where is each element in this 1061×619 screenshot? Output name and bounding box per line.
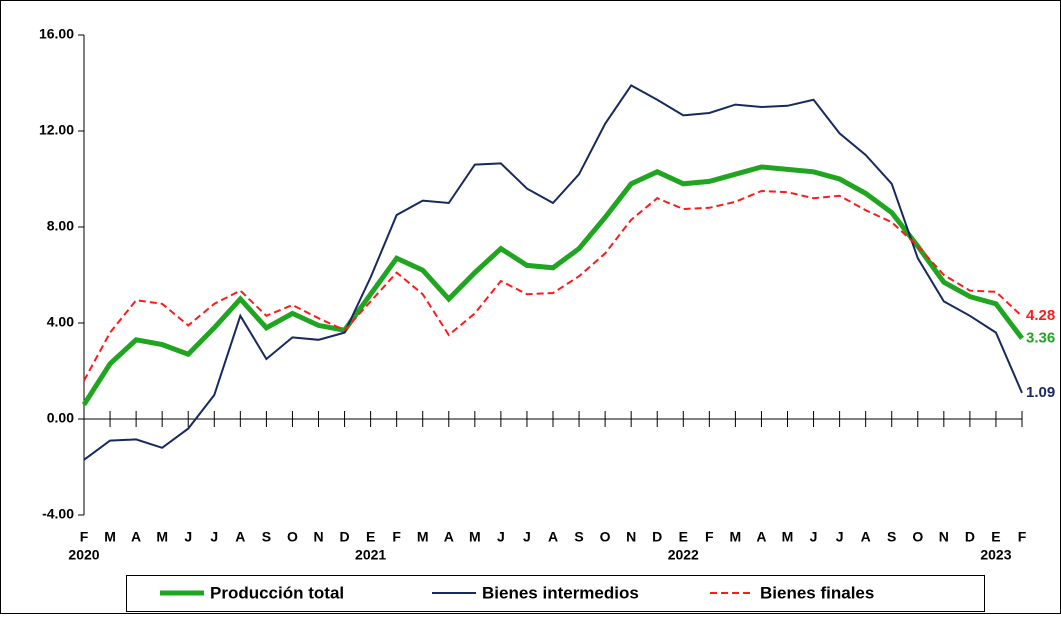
x-tick-label: J [836,529,844,545]
x-tick-label: M [469,529,481,545]
x-tick-label: J [497,529,505,545]
x-tick-label: M [730,529,742,545]
x-tick-label: S [262,529,271,545]
x-tick-label: A [131,529,141,545]
x-tick-label: J [523,529,531,545]
x-tick-label: D [339,529,349,545]
x-tick-label: J [210,529,218,545]
x-tick-label: A [861,529,871,545]
x-tick-label: F [80,529,89,545]
x-group-label: 2021 [355,547,386,563]
x-tick-label: S [574,529,583,545]
x-tick-label: F [705,529,714,545]
end-label: 4.28 [1026,307,1055,324]
x-group-label: 2020 [68,547,99,563]
x-tick-label: F [392,529,401,545]
x-tick-label: A [235,529,245,545]
x-tick-label: M [104,529,116,545]
x-tick-label: N [626,529,636,545]
end-label: 1.09 [1026,384,1055,401]
x-tick-label: E [679,529,688,545]
end-label: 3.36 [1026,329,1055,346]
x-tick-label: M [782,529,794,545]
y-tick-label: 16.00 [39,26,74,42]
x-tick-label: S [887,529,896,545]
series-line [83,189,1023,382]
x-tick-label: M [156,529,168,545]
legend-label: Bienes finales [760,583,874,602]
x-tick-label: A [444,529,454,545]
legend-label: Producción total [210,583,344,602]
x-tick-label: E [366,529,375,545]
y-tick-label: 4.00 [47,314,74,330]
legend-label: Bienes intermedios [482,583,639,602]
x-tick-label: D [652,529,662,545]
y-tick-label: -4.00 [42,506,74,522]
x-tick-label: M [417,529,429,545]
series-line [83,84,1023,461]
x-group-label: 2022 [668,547,699,563]
y-tick-label: 12.00 [39,122,74,138]
series-line [81,164,1024,406]
x-tick-label: J [184,529,192,545]
legend-box [126,575,985,612]
x-tick-label: E [991,529,1000,545]
x-group-label: 2023 [980,547,1011,563]
x-tick-label: A [548,529,558,545]
x-tick-label: O [600,529,611,545]
x-tick-label: A [756,529,766,545]
x-tick-label: N [939,529,949,545]
x-tick-label: N [313,529,323,545]
x-tick-label: F [1018,529,1027,545]
y-tick-label: 0.00 [47,410,74,426]
x-tick-label: O [912,529,923,545]
x-tick-label: D [965,529,975,545]
y-tick-label: 8.00 [47,218,74,234]
x-tick-label: J [810,529,818,545]
x-tick-label: O [287,529,298,545]
